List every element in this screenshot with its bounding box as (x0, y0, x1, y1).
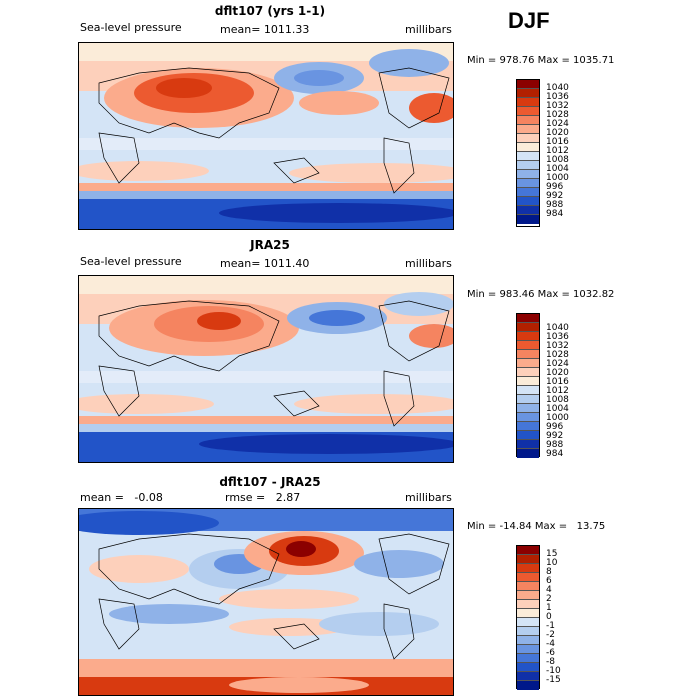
panel1-colorbar (516, 79, 540, 227)
panel2-tick: 1004 (546, 404, 569, 414)
panel3-rmse: rmse = 2.87 (225, 491, 301, 504)
panel3-tick: 4 (546, 585, 552, 595)
panel3-mean: mean = -0.08 (80, 491, 163, 504)
panel3-field (79, 509, 453, 695)
panel1-tick: 1000 (546, 173, 569, 183)
panel1-tick: 1040 (546, 83, 569, 93)
panel1-tick: 1020 (546, 128, 569, 138)
panel3-tick: -10 (546, 666, 561, 676)
panel1-tick: 1036 (546, 92, 569, 102)
panel2-minmax: Min = 983.46 Max = 1032.82 (467, 289, 615, 300)
panel3-tick: 0 (546, 612, 552, 622)
panel2-tick: 1028 (546, 350, 569, 360)
panel3-tick: -8 (546, 657, 555, 667)
panel2-variable: Sea-level pressure (80, 255, 182, 268)
panel3-tick: 10 (546, 558, 558, 568)
panel2-tick: 1000 (546, 413, 569, 423)
panel3-map (78, 508, 454, 696)
panel1-tick: 984 (546, 209, 564, 219)
panel3-tick: 1 (546, 603, 552, 613)
panel2-colorbar (516, 313, 540, 458)
panel3-tick: 15 (546, 549, 558, 559)
panel2-tick: 1024 (546, 359, 569, 369)
panel2-tick: 1040 (546, 323, 569, 333)
panel1-tick: 996 (546, 182, 564, 192)
panel3-title: dflt107 - JRA25 (219, 475, 321, 489)
panel3-minmax: Min = -14.84 Max = 13.75 (467, 521, 606, 532)
panel3-tick: -2 (546, 630, 555, 640)
panel2-tick: 1036 (546, 332, 569, 342)
panel1-tick: 1028 (546, 110, 569, 120)
panel2-units: millibars (405, 257, 452, 270)
panel1-minmax: Min = 978.76 Max = 1035.71 (467, 55, 615, 66)
panel3-units: millibars (405, 491, 452, 504)
panel1-tick: 1024 (546, 119, 569, 129)
panel1-units: millibars (405, 23, 452, 36)
panel3-colorbar (516, 545, 540, 690)
panel1-field (79, 43, 453, 229)
panel1-tick: 1004 (546, 164, 569, 174)
panel1-title: dflt107 (yrs 1-1) (214, 4, 326, 18)
panel2-tick: 1020 (546, 368, 569, 378)
panel3-tick: 8 (546, 567, 552, 577)
panel1-tick: 1032 (546, 101, 569, 111)
panel3-tick: -4 (546, 639, 555, 649)
panel2-tick: 984 (546, 449, 564, 459)
panel1-tick: 1016 (546, 137, 569, 147)
panel1-tick: 988 (546, 200, 564, 210)
panel2-mean: mean= 1011.40 (220, 257, 310, 270)
panel1-tick: 992 (546, 191, 564, 201)
panel3-tick: -15 (546, 675, 561, 685)
panel2-tick: 1032 (546, 341, 569, 351)
panel2-tick: 996 (546, 422, 564, 432)
panel2-tick: 1012 (546, 386, 569, 396)
panel2-title: JRA25 (250, 238, 290, 252)
panel2-tick: 992 (546, 431, 564, 441)
panel2-tick: 1008 (546, 395, 569, 405)
panel1-tick: 1012 (546, 146, 569, 156)
panel2-tick: 988 (546, 440, 564, 450)
panel3-tick: 6 (546, 576, 552, 586)
panel2-field (79, 276, 453, 462)
panel3-tick: -6 (546, 648, 555, 658)
panel3-tick: -1 (546, 621, 555, 631)
panel2-map (78, 275, 454, 463)
panel1-map (78, 42, 454, 230)
panel1-mean: mean= 1011.33 (220, 23, 310, 36)
panel1-tick: 1008 (546, 155, 569, 165)
panel1-variable: Sea-level pressure (80, 21, 182, 34)
panel2-tick: 1016 (546, 377, 569, 387)
panel3-tick: 2 (546, 594, 552, 604)
season-label: DJF (508, 8, 550, 33)
